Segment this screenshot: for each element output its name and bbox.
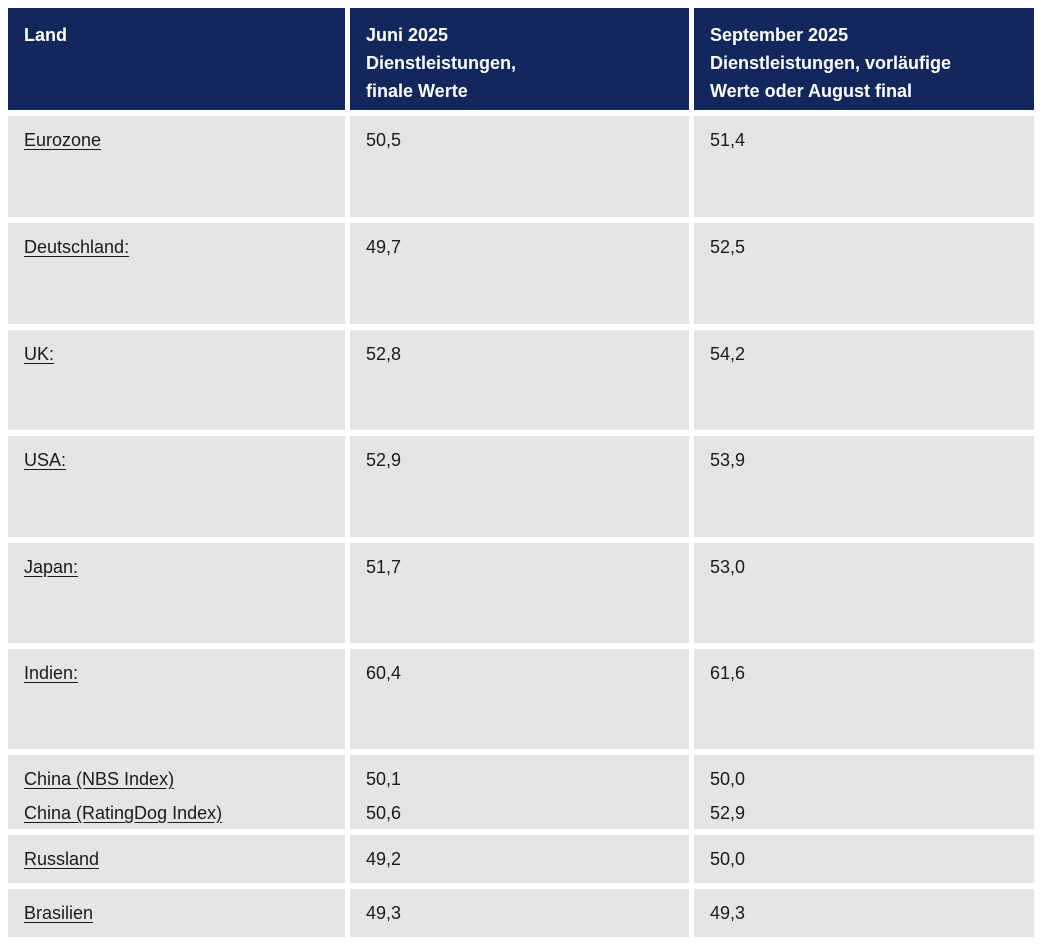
value-cell-usa-september: 53,9: [694, 436, 1034, 537]
country-link-japan[interactable]: Japan:: [24, 557, 79, 577]
value-cell-brasilien-juni: 49,3: [350, 889, 689, 937]
col-header-september-2025: September 2025 Dienstleistungen, vorläuf…: [694, 8, 1034, 110]
value-cell-brasilien-september: 49,3: [694, 889, 1034, 937]
country-cell-brasilien: Brasilien: [8, 889, 345, 937]
value-cell-indien-juni: 60,4: [350, 649, 689, 749]
value-cell-china-september: 50,0 52,9: [694, 755, 1034, 829]
col-header-juni-2025: Juni 2025 Dienstleistungen, finale Werte: [350, 8, 689, 110]
country-cell-uk: UK:: [8, 330, 345, 430]
value-cell-eurozone-juni: 50,5: [350, 116, 689, 217]
country-cell-indien: Indien:: [8, 649, 345, 749]
pmi-services-table: Land Juni 2025 Dienstleistungen, finale …: [8, 8, 1034, 937]
country-cell-eurozone: Eurozone: [8, 116, 345, 217]
value-cell-russland-september: 50,0: [694, 835, 1034, 883]
country-link-china[interactable]: China (NBS Index) China (RatingDog Index…: [24, 769, 223, 823]
value-cell-deutschland-september: 52,5: [694, 223, 1034, 324]
country-link-usa[interactable]: USA:: [24, 450, 67, 470]
value-cell-indien-september: 61,6: [694, 649, 1034, 749]
col-header-land: Land: [8, 8, 345, 110]
value-cell-usa-juni: 52,9: [350, 436, 689, 537]
value-cell-russland-juni: 49,2: [350, 835, 689, 883]
value-cell-eurozone-september: 51,4: [694, 116, 1034, 217]
value-cell-deutschland-juni: 49,7: [350, 223, 689, 324]
country-cell-usa: USA:: [8, 436, 345, 537]
country-cell-russland: Russland: [8, 835, 345, 883]
country-link-eurozone[interactable]: Eurozone: [24, 130, 102, 150]
country-cell-china: China (NBS Index) China (RatingDog Index…: [8, 755, 345, 829]
country-link-indien[interactable]: Indien:: [24, 663, 79, 683]
country-cell-japan: Japan:: [8, 543, 345, 643]
value-cell-uk-september: 54,2: [694, 330, 1034, 430]
country-link-russland[interactable]: Russland: [24, 849, 100, 869]
value-cell-japan-september: 53,0: [694, 543, 1034, 643]
value-cell-china-juni: 50,1 50,6: [350, 755, 689, 829]
country-link-deutschland[interactable]: Deutschland:: [24, 237, 130, 257]
country-link-uk[interactable]: UK:: [24, 344, 55, 364]
value-cell-uk-juni: 52,8: [350, 330, 689, 430]
value-cell-japan-juni: 51,7: [350, 543, 689, 643]
country-cell-deutschland: Deutschland:: [8, 223, 345, 324]
country-link-brasilien[interactable]: Brasilien: [24, 903, 94, 923]
